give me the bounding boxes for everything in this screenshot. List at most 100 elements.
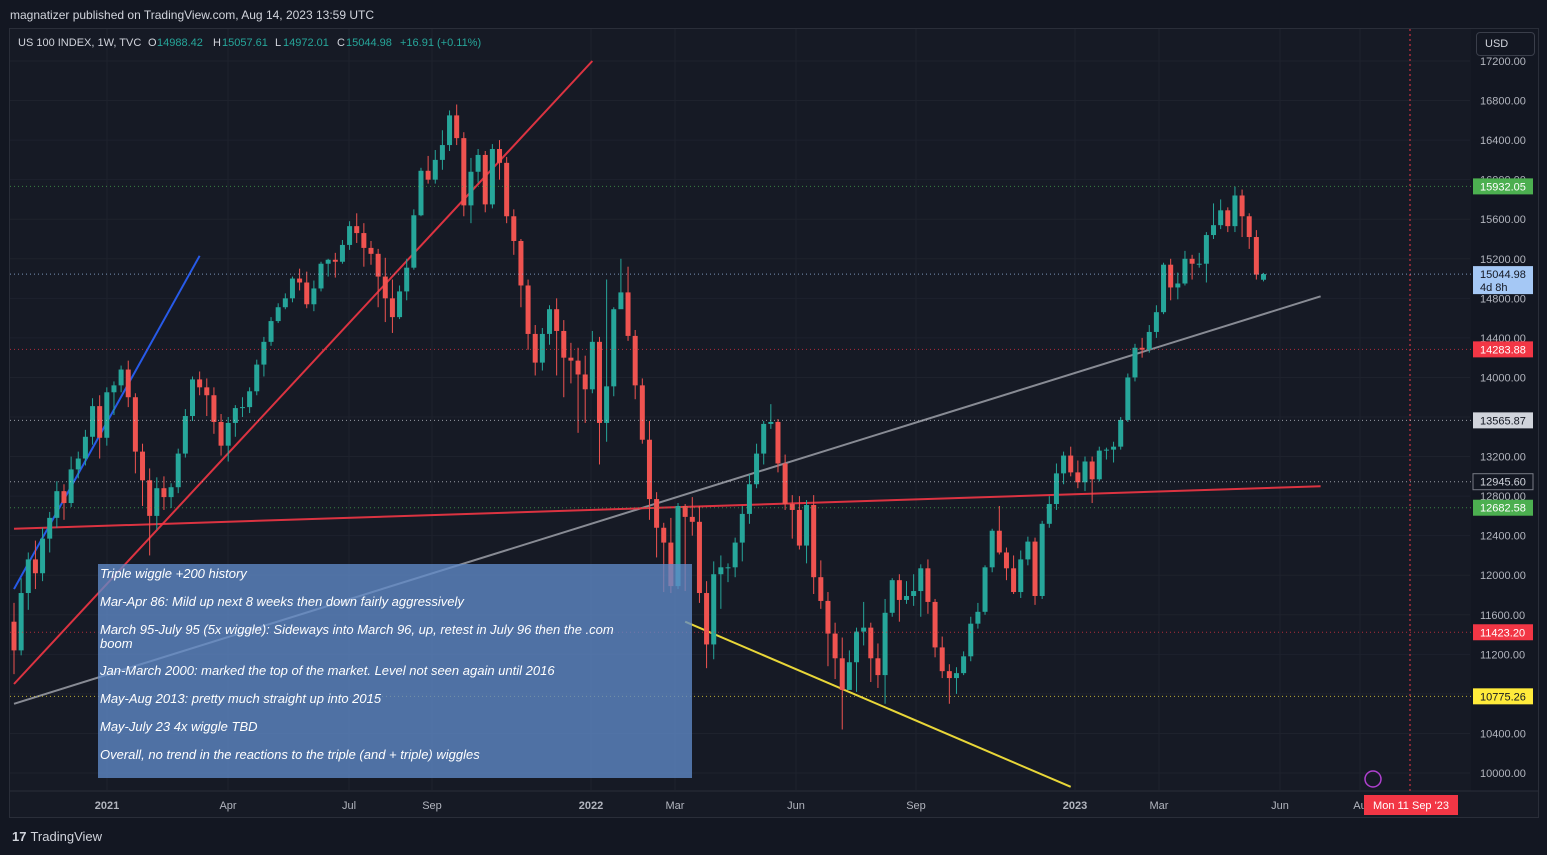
candle-body (789, 504, 795, 510)
candle-body (1161, 264, 1167, 313)
price-axis-bg (1471, 29, 1538, 791)
currency-button[interactable]: USD (1476, 32, 1535, 56)
candle-body (1253, 237, 1259, 275)
candle-body (254, 364, 260, 392)
price-tag-label: 11423.20 (1480, 627, 1525, 639)
time-tick-label: 2022 (579, 800, 603, 812)
candle-body (982, 567, 988, 612)
candle-body (525, 285, 531, 334)
candle-body (1196, 263, 1202, 265)
candle-body (889, 580, 895, 613)
trendline (13, 485, 1321, 530)
candle-body (354, 226, 360, 234)
candle-body (1118, 419, 1124, 447)
candle-body (61, 491, 67, 504)
candle-body (40, 538, 46, 574)
price-tag-label: 12945.60 (1480, 477, 1526, 489)
candle-body (1211, 225, 1217, 236)
candle-body (568, 357, 574, 361)
candle-body (1153, 312, 1159, 332)
candle-body (661, 527, 667, 543)
candle-body (25, 559, 31, 594)
time-tick-label: Mar (666, 800, 685, 812)
candle-body (875, 658, 881, 676)
candle-body (625, 292, 631, 336)
price-tick-label: 16800.00 (1480, 96, 1526, 108)
candle-body (754, 453, 760, 485)
candle-body (518, 240, 524, 286)
open-label: O (148, 37, 157, 49)
candle-body (1018, 559, 1024, 593)
candle-body (432, 159, 438, 180)
candle-body (689, 516, 695, 522)
candle-body (718, 567, 724, 575)
price-tag-bg (1473, 178, 1533, 195)
candle-body (304, 282, 310, 305)
candle-body (497, 149, 503, 163)
candle-body (32, 559, 38, 574)
candle-body (1025, 541, 1031, 560)
annotation-note[interactable]: Triple wiggle +200 history Mar-Apr 86: M… (98, 564, 692, 778)
candle-body (247, 391, 253, 408)
candle-body (539, 333, 545, 363)
time-tick-label: Mar (1150, 800, 1169, 812)
price-tag-bg (1473, 499, 1533, 516)
candle-body (782, 463, 788, 505)
candle-body (282, 298, 288, 308)
price-tag-label: 15932.05 (1480, 181, 1526, 193)
candle-body (232, 408, 238, 423)
candle-body (746, 484, 752, 514)
candle-body (190, 379, 195, 417)
price-tag-label: 13565.87 (1480, 415, 1526, 427)
note-line: March 95-July 95 (5x wiggle): Sideways i… (100, 622, 614, 637)
candle-body (104, 392, 110, 438)
candle-body (1125, 377, 1131, 420)
candle-body (168, 487, 174, 498)
candle-body (125, 369, 131, 398)
candle-body (839, 658, 845, 690)
candle-body (1096, 450, 1102, 480)
low-label: L (275, 37, 281, 49)
candle-body (739, 513, 745, 543)
note-line: Jan-March 2000: marked the top of the ma… (100, 663, 555, 678)
price-tick-label: 17200.00 (1480, 56, 1526, 68)
candle-body (261, 341, 267, 365)
note-line: Mar-Apr 86: Mild up next 8 weeks then do… (100, 594, 464, 609)
candle-body (968, 623, 974, 657)
candle-body (239, 407, 245, 409)
candle-body (325, 259, 331, 264)
candle-body (1239, 195, 1245, 217)
time-axis[interactable]: 2021 Apr Jul Sep 2022 Mar Jun Sep 2023 Mar Jun Au Mo… (10, 29, 1538, 815)
candle-body (632, 335, 638, 386)
candle-body (1039, 523, 1045, 596)
candle-body (161, 488, 167, 498)
price-tag-bg (1473, 341, 1533, 358)
candle-body (311, 288, 317, 305)
candle-body (1011, 568, 1017, 593)
candle-body (547, 309, 552, 334)
price-tag-bg (1473, 412, 1533, 429)
candle-body (47, 517, 53, 539)
tradingview-logo[interactable]: 17 TradingView (12, 829, 102, 844)
candle-body (1032, 541, 1038, 596)
candle-body (132, 397, 138, 452)
price-tick-label: 15600.00 (1480, 214, 1526, 226)
price-tick-label: 11200.00 (1480, 649, 1525, 661)
candle-body (904, 595, 909, 600)
candle-body (646, 439, 652, 500)
candle-body (896, 580, 902, 600)
candle-body (1046, 504, 1052, 524)
candle-body (575, 360, 581, 375)
trendline (684, 620, 1072, 788)
candle-body (675, 506, 681, 587)
candle-body (582, 374, 588, 390)
candle-body (911, 591, 917, 596)
date-marker-bg (1364, 795, 1458, 815)
candle-body (218, 421, 224, 446)
candle-body (589, 341, 595, 390)
price-tag-bg (1473, 624, 1533, 641)
candle-body (1061, 455, 1067, 474)
price-axis[interactable]: 10000.0010400.0010800.0011200.0011600.00… (1471, 29, 1538, 791)
candle-body (704, 593, 710, 645)
candle-body (504, 162, 510, 217)
